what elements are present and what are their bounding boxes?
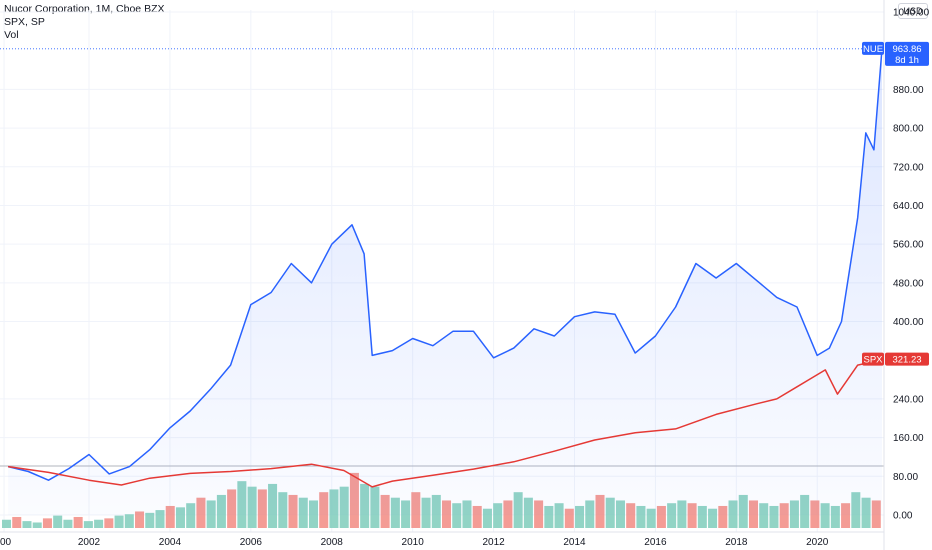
nue-area [8,48,883,516]
volume-bar [841,503,851,528]
y-tick-label: 560.00 [893,240,924,251]
x-tick-label: 2020 [806,537,829,548]
nue-area-fill [8,48,883,516]
volume-bar [493,503,503,528]
y-tick-label: 880.00 [893,85,924,96]
y-tick-label: 0.00 [893,511,913,522]
volume-bar [759,503,769,528]
volume-bar [53,515,63,528]
volume-bar [452,503,462,528]
volume-bar [175,507,185,528]
volume-bar [83,521,93,528]
y-tick-label: 640.00 [893,201,924,212]
x-tick-label: 2008 [321,537,344,548]
volume-bar [124,514,134,528]
x-tick-label: 2006 [240,537,263,548]
y-tick-label: 1040.00 [893,8,930,19]
y-tick-label: 80.00 [893,472,918,483]
volume-bar [575,505,585,528]
volume-bar [769,505,779,528]
volume-bar [667,503,677,528]
currency-button[interactable]: USD [898,3,928,19]
volume-bar [165,505,175,528]
y-tick-label: 720.00 [893,162,924,173]
volume-bar [544,505,554,528]
volume-bar [32,522,42,528]
volume-bar [482,508,492,528]
y-tick-label: 160.00 [893,433,924,444]
volume-bar [564,508,574,528]
volume-bar [472,505,482,528]
x-tick-label: 2014 [563,537,586,548]
x-tick-label: 2002 [78,537,101,548]
x-tick-label: 2016 [644,537,667,548]
y-tick-label: 480.00 [893,278,924,289]
nue-line [7,48,883,481]
x-tick-label: 2004 [159,537,182,548]
x-tick-label: 2018 [725,537,748,548]
volume-bar [656,505,666,528]
nue-value-badge-bg [885,41,929,66]
volume-bar [636,505,646,528]
volume-bar [554,503,564,528]
volume-bar [646,508,656,528]
x-tick-label: 2010 [402,537,425,548]
x-tick-label: 00 [0,537,12,548]
nue-value-label: 963.86 [892,44,921,55]
volume-bar [779,503,789,528]
volume-bar [626,503,636,528]
spx-symbol-badge-bg [862,352,884,366]
x-tick-label: 2012 [482,537,505,548]
volume-bar [2,519,12,528]
legend-vol: Vol [4,29,19,41]
series-lines [0,48,884,488]
volume-bar [718,505,728,528]
spx-symbol-badge: SPX [863,355,883,366]
volume-bar [12,516,22,528]
volume-bar [22,521,32,528]
volume-bar [42,518,52,528]
volume-bar [687,503,697,528]
volume-bar [114,515,124,528]
y-tick-label: 800.00 [893,124,924,135]
spx-line [7,358,883,488]
spx-value-badge: 321.23 [892,355,921,366]
spx-value-badge-bg [885,352,929,366]
nue-countdown-label: 8d 1h [895,55,919,66]
nue-symbol-badge-bg [862,41,884,55]
y-tick-label: 240.00 [893,394,924,405]
volume-bar [104,518,114,528]
volume-bar [186,503,196,528]
y-tick-label: 400.00 [893,317,924,328]
volume-bar [135,511,145,528]
volume-bar [708,508,718,528]
volume-bar [155,510,165,528]
volume-bar [73,516,83,528]
volume-bar [63,519,73,528]
volume-bar [820,503,830,528]
volume-bar [697,505,707,528]
volume-bar [145,512,155,528]
nue-symbol-badge: NUE [863,44,883,55]
legend-spx: SPX, SP [4,16,45,28]
volume-bar [830,505,840,528]
volume-bar [94,519,104,528]
